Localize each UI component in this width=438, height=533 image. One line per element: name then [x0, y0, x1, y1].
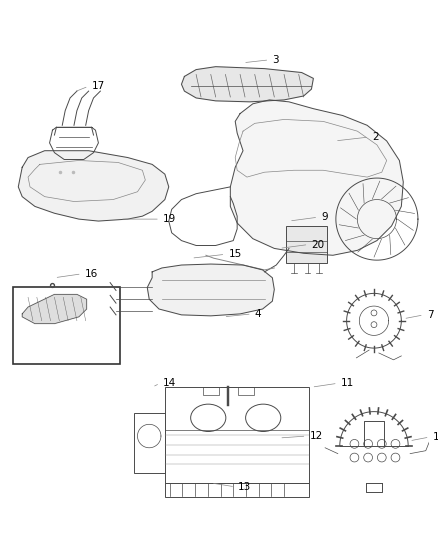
Bar	[203, 387, 219, 395]
Text: 19: 19	[163, 214, 176, 224]
Bar	[165, 483, 310, 497]
Polygon shape	[18, 151, 169, 221]
Text: 9: 9	[321, 212, 328, 222]
Text: 16: 16	[85, 269, 98, 279]
Bar	[165, 387, 310, 483]
Text: 12: 12	[310, 431, 323, 441]
Polygon shape	[230, 100, 403, 255]
Text: 15: 15	[228, 249, 242, 259]
Text: 2: 2	[372, 132, 378, 142]
Bar	[13, 287, 120, 365]
Polygon shape	[147, 264, 274, 316]
Text: 3: 3	[272, 55, 279, 65]
Text: 11: 11	[341, 378, 354, 388]
Text: 17: 17	[92, 81, 105, 91]
Text: 4: 4	[255, 309, 261, 319]
Bar	[134, 413, 165, 473]
Polygon shape	[181, 67, 314, 102]
Text: 14: 14	[163, 378, 176, 388]
Text: 7: 7	[427, 310, 433, 320]
Bar	[238, 387, 254, 395]
Bar	[286, 226, 327, 263]
Text: 20: 20	[311, 239, 325, 249]
Text: 13: 13	[238, 482, 251, 492]
Polygon shape	[22, 294, 87, 324]
Text: 1: 1	[433, 432, 438, 442]
